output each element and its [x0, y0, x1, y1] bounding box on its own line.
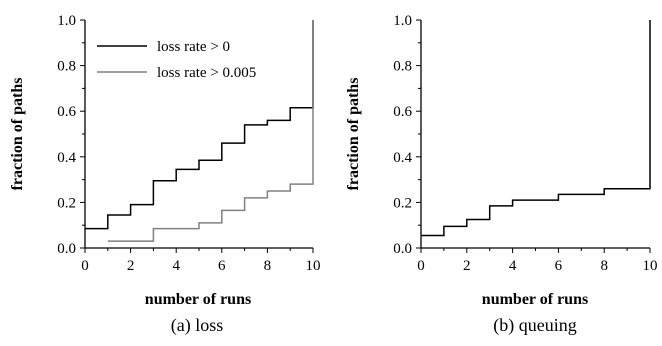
- x-tick-label: 4: [172, 258, 180, 274]
- x-tick-label: 2: [127, 258, 135, 274]
- y-tick-label: 1.0: [57, 13, 76, 29]
- x-tick-label: 0: [81, 258, 89, 274]
- chart-panel-1: 0 2 4 6 8 10 0.0 0.2 0.4 0.6 0.8 1.0 number of runs f…: [345, 13, 658, 336]
- y-tick-label: 0.4: [393, 150, 412, 166]
- x-axis-label: number of runs: [145, 291, 251, 308]
- y-tick-label: 0.2: [393, 195, 412, 211]
- x-tick-label: 0: [417, 258, 425, 274]
- series-line-1: [107, 20, 314, 242]
- legend-label-0: loss rate > 0: [157, 39, 230, 55]
- series-line-0: [85, 20, 314, 230]
- y-tick-label: 0.0: [57, 241, 76, 257]
- panel-caption: (a) loss: [171, 315, 224, 336]
- legend-label-1: loss rate > 0.005: [157, 65, 256, 81]
- y-tick-label: 0.6: [393, 104, 412, 120]
- y-tick-label: 1.0: [393, 13, 412, 29]
- x-tick-label: 10: [643, 258, 658, 274]
- x-axis-label: number of runs: [482, 291, 588, 308]
- x-tick-label: 8: [264, 258, 272, 274]
- panel-caption: (b) queuing: [493, 315, 576, 336]
- x-tick-label: 6: [555, 258, 563, 274]
- y-tick-label: 0.2: [57, 195, 76, 211]
- y-tick-label: 0.6: [57, 104, 76, 120]
- y-tick-label: 0.8: [57, 59, 76, 75]
- y-tick-label: 0.4: [57, 150, 76, 166]
- x-tick-label: 2: [463, 258, 471, 274]
- x-tick-label: 6: [218, 258, 226, 274]
- y-tick-label: 0.0: [393, 241, 412, 257]
- chart-panel-0: 0 2 4 6 8 10 0.0 0.2 0.4 0.6 0.8 1.0 number of runs f…: [9, 13, 321, 336]
- x-tick-label: 4: [509, 258, 517, 274]
- y-axis-label: fraction of paths: [9, 78, 26, 191]
- y-tick-label: 0.8: [393, 59, 412, 75]
- series-line-0: [421, 20, 651, 237]
- x-tick-label: 8: [600, 258, 608, 274]
- x-tick-label: 10: [306, 258, 321, 274]
- y-axis-label: fraction of paths: [345, 78, 362, 191]
